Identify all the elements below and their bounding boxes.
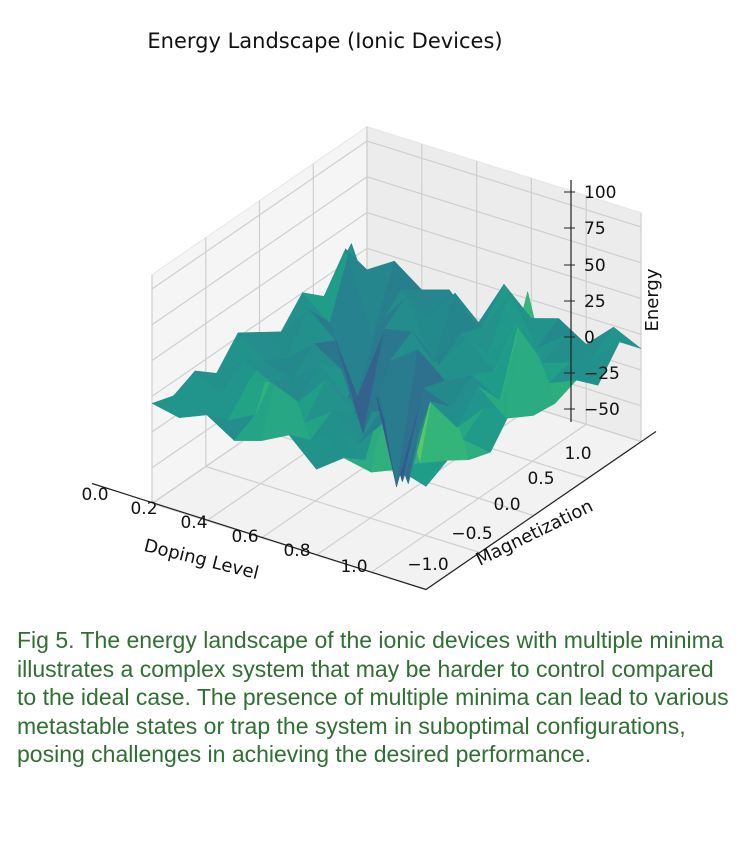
x-tick-label: 1.0 [340,557,367,577]
x-tick-label: 0.2 [130,499,157,519]
z-tick-label: 100 [584,183,616,203]
x-tick-label: 0.0 [81,485,108,505]
y-tick-label: 0.0 [493,495,520,515]
x-tick-label: 0.8 [283,541,310,561]
x-tick-label: 0.4 [180,513,207,533]
axes-lines [91,180,657,591]
z-axis-label: Energy [642,268,663,331]
y-tick-label: 1.0 [564,444,591,464]
z-tick-label: 50 [584,256,606,276]
grid-line-z [151,140,642,290]
y-tick-label: −0.5 [451,524,492,544]
x-tick-label: 0.6 [231,527,258,547]
tick-labels: 0.00.20.40.60.81.0 −1.0−0.50.00.51.010075… [81,183,619,577]
z-tick-label: 25 [584,292,606,312]
y-tick-label: −1.0 [407,555,448,575]
z-tick-label: −50 [584,400,620,420]
energy-surface [151,242,642,487]
grid-line-z [151,247,642,397]
chart-title: Energy Landscape (Ionic Devices) [147,29,502,53]
z-tick-label: 0 [584,328,595,348]
y-axis-line [425,431,657,590]
figure-caption: Fig 5. The energy landscape of the ionic… [17,627,729,767]
surface-facet [591,326,642,360]
grid-line-z [151,211,642,361]
z-tick-label: −25 [584,364,620,384]
grid-line-z [151,176,642,326]
y-tick-label: 0.5 [527,469,554,489]
energy-landscape-chart: Energy Landscape (Ionic Devices) 0.0 0.2 0… [81,29,663,591]
x-axis-line [91,482,427,591]
z-tick-label: 75 [584,219,606,239]
